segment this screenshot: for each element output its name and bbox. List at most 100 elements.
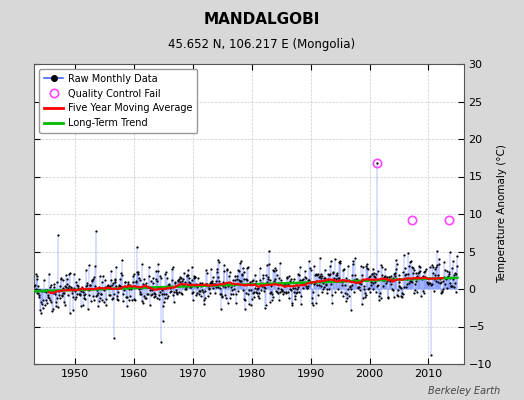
Point — [41, 297, 50, 303]
Point — [75, 291, 83, 298]
Point — [168, 277, 176, 283]
Point — [138, 298, 147, 304]
Point — [186, 280, 194, 286]
Point — [291, 293, 300, 300]
Point — [270, 277, 279, 284]
Point — [349, 261, 357, 268]
Point — [145, 264, 153, 270]
Point — [196, 288, 204, 294]
Point — [422, 266, 431, 272]
Point — [322, 281, 330, 288]
Point — [381, 274, 390, 281]
Point — [356, 279, 364, 285]
Point — [284, 281, 292, 288]
Point — [395, 279, 403, 285]
Point — [415, 263, 423, 269]
Point — [211, 284, 220, 290]
Point — [166, 284, 174, 291]
Point — [163, 275, 172, 281]
Point — [35, 291, 43, 298]
Point — [216, 284, 224, 291]
Point — [379, 274, 388, 280]
Point — [102, 296, 110, 303]
Point — [43, 287, 51, 293]
Point — [345, 293, 354, 300]
Point — [348, 282, 356, 288]
Point — [274, 284, 282, 291]
Point — [166, 289, 174, 296]
Point — [115, 282, 124, 288]
Point — [397, 284, 405, 291]
Point — [360, 283, 368, 290]
Point — [272, 267, 280, 273]
Point — [149, 280, 157, 286]
Point — [316, 254, 324, 261]
Point — [292, 282, 301, 288]
Point — [327, 281, 335, 288]
Point — [428, 281, 436, 287]
Point — [254, 284, 262, 291]
Point — [389, 275, 397, 281]
Point — [222, 279, 230, 286]
Point — [388, 277, 396, 283]
Point — [453, 253, 462, 260]
Point — [132, 279, 140, 286]
Point — [254, 292, 263, 299]
Point — [111, 279, 119, 286]
Point — [429, 270, 437, 276]
Point — [316, 271, 325, 277]
Point — [253, 286, 261, 292]
Point — [431, 272, 440, 278]
Point — [405, 263, 413, 269]
Point — [120, 287, 128, 293]
Point — [76, 292, 84, 298]
Point — [107, 296, 116, 302]
Point — [64, 284, 73, 291]
Point — [206, 290, 214, 297]
Point — [199, 282, 208, 288]
Text: Berkeley Earth: Berkeley Earth — [428, 386, 500, 396]
Point — [236, 258, 245, 264]
Point — [412, 270, 420, 276]
Point — [241, 306, 249, 312]
Point — [375, 297, 384, 303]
Point — [204, 285, 213, 292]
Point — [301, 268, 309, 274]
Point — [321, 267, 330, 274]
Point — [123, 303, 131, 309]
Point — [247, 287, 256, 294]
Point — [339, 293, 347, 299]
Point — [131, 283, 139, 289]
Point — [315, 273, 324, 280]
Point — [253, 290, 261, 296]
Point — [326, 258, 335, 264]
Point — [308, 300, 316, 307]
Point — [82, 266, 90, 273]
Point — [245, 301, 253, 307]
Point — [74, 284, 82, 291]
Point — [257, 282, 266, 288]
Point — [155, 292, 163, 298]
Point — [187, 284, 195, 290]
Point — [298, 277, 306, 283]
Point — [72, 279, 81, 286]
Point — [451, 280, 459, 286]
Point — [269, 294, 277, 300]
Point — [34, 290, 42, 296]
Point — [122, 294, 130, 300]
Point — [59, 289, 68, 296]
Point — [408, 279, 417, 285]
Point — [203, 281, 211, 288]
Point — [151, 268, 160, 275]
Point — [53, 232, 62, 238]
Point — [159, 303, 167, 309]
Point — [112, 264, 120, 270]
Point — [406, 277, 414, 284]
Point — [83, 282, 91, 288]
Point — [377, 262, 385, 269]
Point — [380, 266, 389, 272]
Point — [128, 279, 137, 285]
Point — [74, 276, 83, 283]
Point — [425, 280, 433, 286]
Point — [91, 283, 99, 289]
